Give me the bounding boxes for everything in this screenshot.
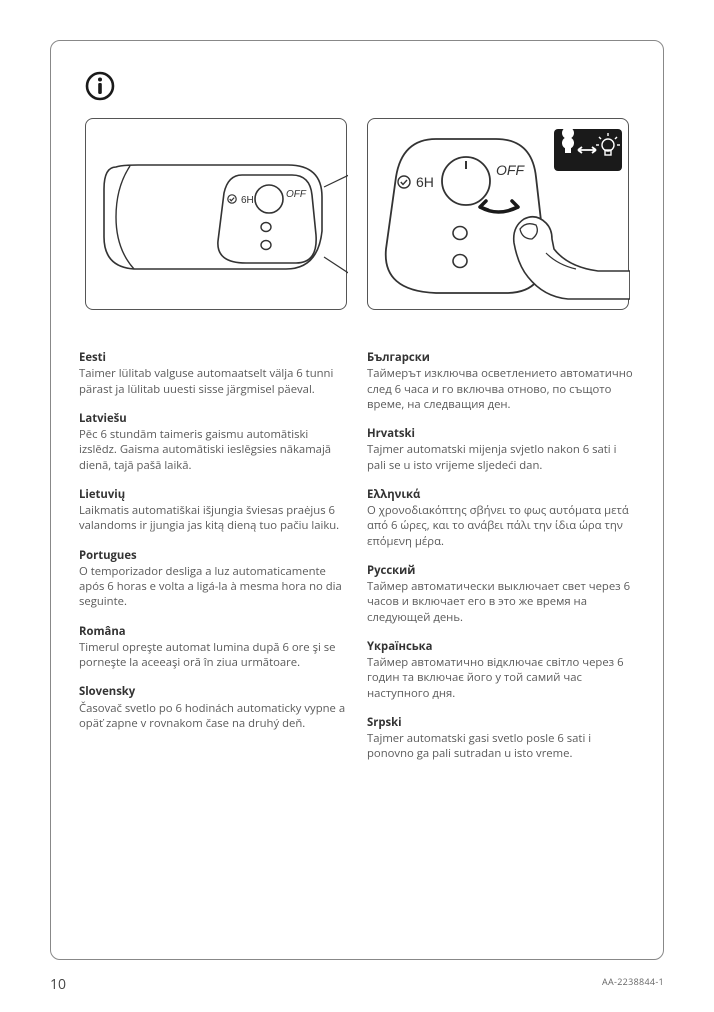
language-block: YкраїнськаТаймер автоматично відключає с… — [367, 639, 635, 701]
language-block: PortuguesO temporizador desliga a luz au… — [79, 548, 347, 610]
language-title: Русский — [367, 563, 635, 578]
language-text: Časovač svetlo po 6 hodinách automaticky… — [79, 701, 347, 732]
page-footer: 10 AA-2238844-1 — [50, 975, 664, 994]
language-text: Таймерът изключва осветлението автоматич… — [367, 366, 635, 412]
language-text: Pēc 6 stundām taimeris gaismu automātisk… — [79, 427, 347, 473]
diagram-device: 6H OFF — [85, 118, 347, 310]
language-text: Tajmer automatski gasi svetlo posle 6 sa… — [367, 731, 635, 762]
language-block: HrvatskiTajmer automatski mijenja svjetl… — [367, 426, 635, 473]
label-6h: 6H — [241, 195, 254, 206]
language-title: Български — [367, 350, 635, 365]
manual-page: 6H OFF — [0, 0, 714, 1012]
language-title: Lietuvių — [79, 487, 347, 502]
document-code: AA-2238844-1 — [602, 975, 664, 994]
language-block: LatviešuPēc 6 stundām taimeris gaismu au… — [79, 411, 347, 473]
left-column: EestiTaimer lülitab valguse automaatselt… — [79, 350, 347, 776]
language-text: O temporizador desliga a luz automaticam… — [79, 564, 347, 610]
label-off-large: OFF — [496, 162, 525, 178]
language-text: Taimer lülitab valguse automaatselt välj… — [79, 366, 347, 397]
diagram-row: 6H OFF — [79, 118, 635, 310]
language-title: Ελληνικά — [367, 487, 635, 502]
language-title: Latviešu — [79, 411, 347, 426]
language-block: ΕλληνικάΟ χρονοδιακόπτης σβήνει το φως α… — [367, 487, 635, 549]
language-title: Româna — [79, 624, 347, 639]
content-frame: 6H OFF — [50, 40, 664, 960]
language-title: Portugues — [79, 548, 347, 563]
language-text: Tajmer automatski mijenja svjetlo nakon … — [367, 442, 635, 473]
language-text: Timerul opreşte automat lumina după 6 or… — [79, 640, 347, 671]
language-title: Hrvatski — [367, 426, 635, 441]
language-title: Eesti — [79, 350, 347, 365]
language-text: Таймер автоматично відключає світло чере… — [367, 655, 635, 701]
language-text: Laikmatis automatiškai išjungia šviesas … — [79, 503, 347, 534]
info-icon — [85, 71, 115, 101]
language-block: SrpskiTajmer automatski gasi svetlo posl… — [367, 715, 635, 762]
language-text: Ο χρονοδιακόπτης σβήνει το φως αυτόματα … — [367, 503, 635, 549]
language-block: Slovensky Časovač svetlo po 6 hodinách au… — [79, 684, 347, 731]
language-title: Srpski — [367, 715, 635, 730]
language-title: Slovensky — [79, 684, 347, 699]
language-title: Yкраїнська — [367, 639, 635, 654]
page-number: 10 — [50, 975, 66, 994]
text-columns: EestiTaimer lülitab valguse automaatselt… — [79, 350, 635, 776]
language-block: RomânaTimerul opreşte automat lumina dup… — [79, 624, 347, 671]
language-text: Таймер автоматически выключает свет чере… — [367, 579, 635, 625]
language-block: LietuviųLaikmatis automatiškai išjungia … — [79, 487, 347, 534]
diagram-closeup: 6H OFF — [367, 118, 629, 310]
label-6h-large: 6H — [416, 174, 434, 190]
label-off: OFF — [286, 189, 307, 200]
language-block: EestiTaimer lülitab valguse automaatselt… — [79, 350, 347, 397]
language-block: РусскийТаймер автоматически выключает св… — [367, 563, 635, 625]
language-block: БългарскиТаймерът изключва осветлението … — [367, 350, 635, 412]
right-column: БългарскиТаймерът изключва осветлението … — [367, 350, 635, 776]
